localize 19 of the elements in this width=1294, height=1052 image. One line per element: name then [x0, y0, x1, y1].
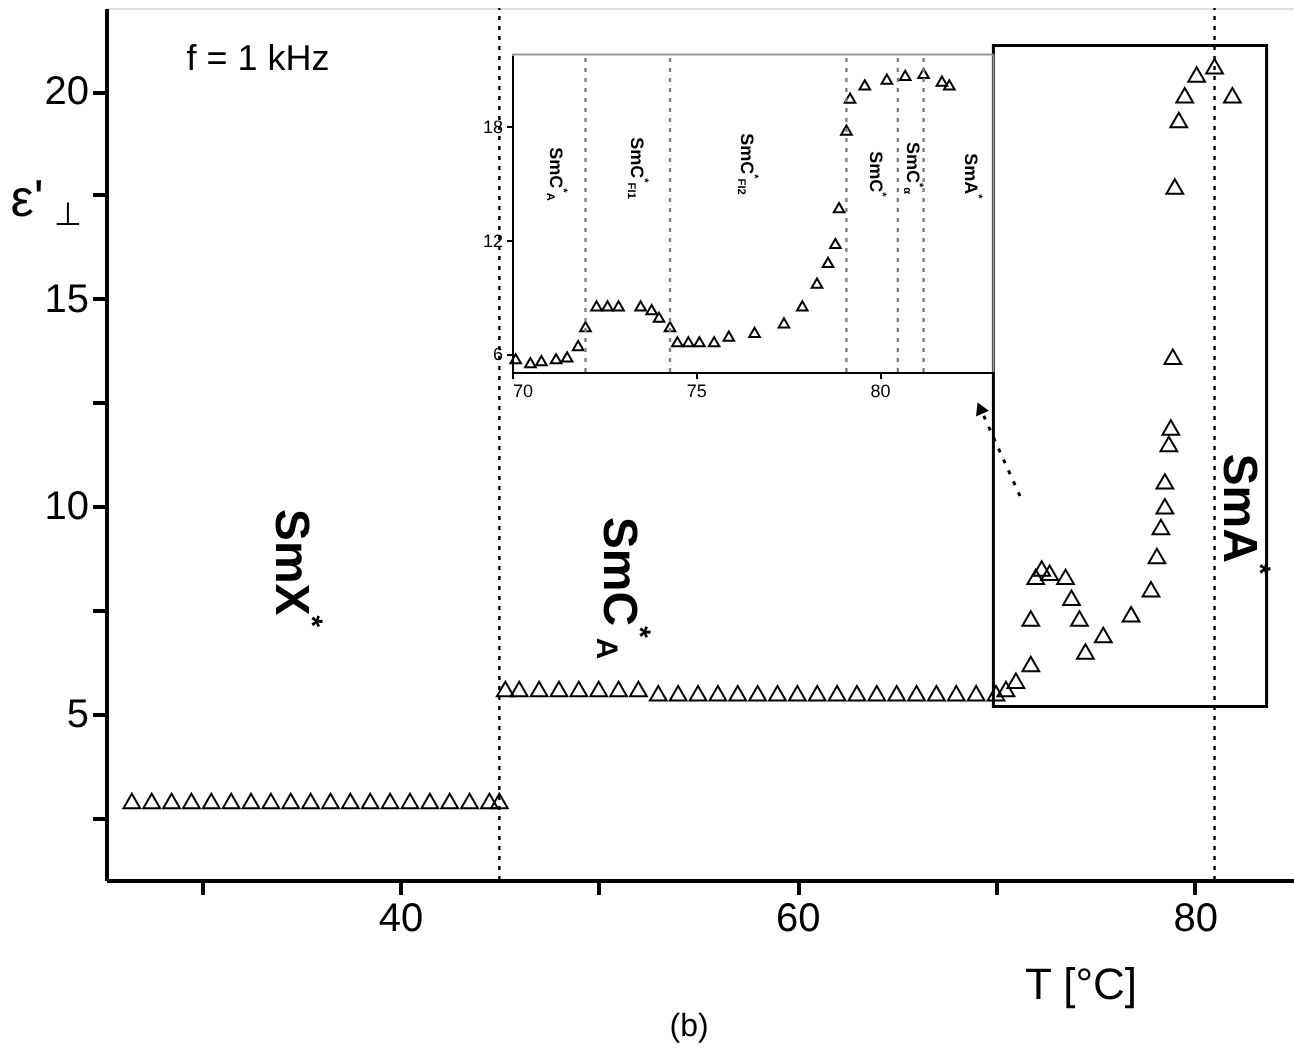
text: (b)	[669, 1010, 709, 1044]
y-tick-label: 15	[44, 277, 89, 322]
y-tick-label: 5	[66, 692, 89, 737]
annotation: SmX*	[264, 508, 327, 628]
annotation: f = 1 kHz	[186, 38, 330, 78]
x-tick-label: 70	[513, 381, 534, 401]
x-tick-label: 80	[870, 381, 891, 401]
annotation: SmC*A	[588, 516, 655, 660]
x-tick-label: 60	[776, 897, 821, 941]
y-axis-title: ε'⊥	[10, 168, 83, 233]
x-tick-label: 75	[686, 381, 707, 401]
y-tick-label: 18	[482, 117, 503, 138]
y-tick-label: 12	[482, 230, 503, 251]
y-tick-label: 6	[492, 344, 503, 365]
x-tick-label: 80	[1173, 897, 1218, 941]
y-tick-label: 10	[44, 485, 89, 530]
x-tick-label: 40	[378, 897, 424, 941]
x-axis-title: T [°C]	[1024, 959, 1138, 1009]
y-tick-label: 20	[44, 70, 89, 115]
